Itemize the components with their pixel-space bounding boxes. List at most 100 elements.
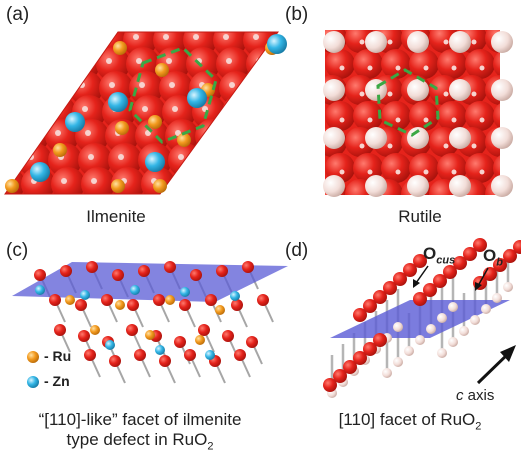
rutile-metal-atom xyxy=(365,31,387,53)
rutile-metal-atom xyxy=(492,293,502,303)
ilmenite-hexagon-outline xyxy=(128,46,218,144)
oxygen-highlight xyxy=(443,143,449,149)
oxygen-highlight xyxy=(359,91,365,97)
oxygen-atom xyxy=(433,274,447,288)
oxygen-highlight xyxy=(193,34,199,40)
oxygen-highlight xyxy=(25,130,31,136)
oxygen-atom xyxy=(463,247,477,261)
c-axis-label: c axis xyxy=(456,387,495,404)
oxygen-atom xyxy=(493,258,507,272)
oxygen-highlight xyxy=(253,34,259,40)
panel-c-letter: (c) xyxy=(6,240,29,261)
ru-atom xyxy=(115,300,125,310)
oxygen-atom xyxy=(75,299,87,311)
rutile-metal-atom xyxy=(407,127,429,149)
oxygen-highlight xyxy=(395,65,401,71)
ru-atom xyxy=(5,179,19,193)
oxygen-highlight xyxy=(229,82,235,88)
o-b-label: Ob xyxy=(483,246,503,269)
oxygen-atom xyxy=(353,308,367,322)
oxygen-highlight xyxy=(61,178,67,184)
ru-atom xyxy=(113,41,127,55)
oxygen-highlight xyxy=(232,106,238,112)
oxygen-highlight xyxy=(339,117,345,123)
oxygen-highlight xyxy=(0,130,1,136)
oxygen-highlight xyxy=(106,58,112,64)
oxygen-highlight xyxy=(178,154,184,160)
oxygen-atom xyxy=(493,155,500,181)
rutile-metal-atom xyxy=(426,324,436,334)
oxygen-atom xyxy=(323,378,337,392)
oxygen-atom xyxy=(437,49,467,79)
oxygen-atom xyxy=(473,238,487,252)
oxygen-highlight xyxy=(451,65,457,71)
legend-ru-label: - Ru xyxy=(44,348,72,364)
oxygen-highlight xyxy=(91,178,97,184)
zn-atom xyxy=(108,92,128,112)
oxygen-highlight xyxy=(22,106,28,112)
oxygen-atom xyxy=(493,51,500,77)
oxygen-atom xyxy=(81,167,115,194)
oxygen-atom xyxy=(234,349,246,361)
oxygen-atom xyxy=(453,256,467,270)
oxygen-highlight xyxy=(443,91,449,97)
oxygen-atom xyxy=(127,299,139,311)
oxygen-atom xyxy=(222,330,234,342)
oxygen-highlight xyxy=(0,154,4,160)
oxygen-atom xyxy=(493,103,500,129)
oxygen-atom xyxy=(184,349,196,361)
zn-atom xyxy=(230,291,240,301)
rutile-metal-atom xyxy=(491,127,513,149)
zn-atom xyxy=(267,34,287,54)
caption-d: [110] facet of RuO2 xyxy=(338,410,482,433)
oxygen-atom xyxy=(503,249,517,263)
oxygen-atom xyxy=(5,95,16,129)
oxygen-atom xyxy=(39,71,73,105)
oxygen-atom xyxy=(198,143,232,177)
zn-atom xyxy=(30,162,50,182)
oxygen-highlight xyxy=(367,169,373,175)
oxygen-atom xyxy=(409,49,439,79)
caption-ilmenite: Ilmenite xyxy=(86,207,146,226)
oxygen-atom xyxy=(413,254,427,268)
oxygen-highlight xyxy=(339,65,345,71)
panel-a-letter: (a) xyxy=(6,4,30,25)
caption-c-line2: type defect in RuO2 xyxy=(66,430,214,453)
panel-b-letter: (b) xyxy=(285,4,309,25)
ru-atom xyxy=(215,305,225,315)
oxygen-highlight xyxy=(133,34,139,40)
oxygen-atom xyxy=(63,32,97,57)
ru-atom xyxy=(155,63,169,77)
oxygen-atom xyxy=(195,119,229,153)
oxygen-highlight xyxy=(16,58,22,64)
oxygen-highlight xyxy=(19,82,25,88)
oxygen-atom xyxy=(325,101,355,131)
rutile-metal-atom xyxy=(393,357,403,367)
rutile-metal-atom xyxy=(323,31,345,53)
oxygen-atom xyxy=(383,281,397,295)
oxygen-atom xyxy=(164,261,176,273)
oxygen-atom xyxy=(54,324,66,336)
oxygen-highlight xyxy=(367,117,373,123)
rutile-metal-atom xyxy=(407,175,429,197)
oxygen-highlight xyxy=(76,58,82,64)
oxygen-highlight xyxy=(169,82,175,88)
rutile-metal-atom xyxy=(470,315,480,325)
oxygen-atom xyxy=(513,240,521,254)
oxygen-atom xyxy=(86,261,98,273)
rutile-metal-atom xyxy=(382,368,392,378)
oxygen-atom xyxy=(78,330,90,342)
facet-plane-d xyxy=(330,300,510,338)
rutile-metal-atom xyxy=(407,79,429,101)
oxygen-highlight xyxy=(451,117,457,123)
rutile-metal-atom xyxy=(449,127,471,149)
oxygen-atom xyxy=(381,153,411,183)
oxygen-highlight xyxy=(423,117,429,123)
oxygen-atom xyxy=(343,360,357,374)
oxygen-atom xyxy=(363,342,377,356)
oxygen-atom xyxy=(353,49,383,79)
oxygen-highlight xyxy=(508,118,513,123)
oxygen-atom xyxy=(6,47,40,81)
zn-atom xyxy=(180,287,190,297)
ilmenite-metal-atoms xyxy=(5,34,287,193)
